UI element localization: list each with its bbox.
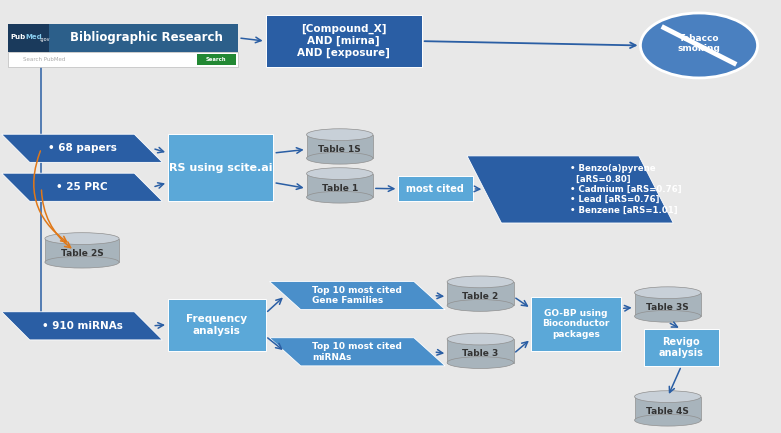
Ellipse shape [447,276,514,288]
Ellipse shape [306,191,373,203]
Text: Table 2S: Table 2S [61,249,103,258]
Bar [634,397,701,420]
Text: Table 2: Table 2 [462,292,498,301]
Ellipse shape [447,357,514,368]
Ellipse shape [634,414,701,426]
Text: Table 3S: Table 3S [647,303,689,312]
Text: [Compound_X]
AND [mirna]
AND [exposure]: [Compound_X] AND [mirna] AND [exposure] [298,24,390,58]
Bar [168,299,266,351]
Bar [447,339,513,362]
Bar [447,282,513,305]
Ellipse shape [306,152,373,164]
Text: Table 4S: Table 4S [647,407,689,416]
Text: Frequency
analysis: Frequency analysis [186,314,248,336]
Ellipse shape [306,168,373,180]
Text: Tobacco
smoking: Tobacco smoking [678,34,720,53]
Text: Top 10 most cited
miRNAs: Top 10 most cited miRNAs [312,342,402,362]
Bar [8,52,238,67]
Polygon shape [2,134,162,162]
Text: Table 3: Table 3 [462,349,498,358]
Ellipse shape [306,129,373,141]
Text: GO-BP using
Bioconductor
packages: GO-BP using Bioconductor packages [542,309,610,339]
Bar [634,293,701,316]
Text: • 910 miRNAs: • 910 miRNAs [41,321,123,331]
Ellipse shape [45,256,119,268]
Ellipse shape [634,310,701,322]
Text: Med: Med [25,34,41,40]
Bar [168,134,273,201]
Text: • 68 papers: • 68 papers [48,143,116,153]
Circle shape [640,13,758,78]
Text: most cited: most cited [406,184,465,194]
Text: • Benzo(a)pyrene
  [aRS=0.80]
• Cadmium [aRS=0.76]
• Lead [aRS=0.76]
• Benzene [: • Benzo(a)pyrene [aRS=0.80] • Cadmium [a… [570,164,682,215]
Bar [8,24,238,52]
Text: Revigo
analysis: Revigo analysis [659,337,704,358]
Text: Table 1S: Table 1S [319,145,361,154]
Polygon shape [2,312,162,340]
Polygon shape [269,338,445,366]
Ellipse shape [634,287,701,299]
Polygon shape [467,156,673,223]
Bar [531,297,621,351]
Bar [197,54,236,65]
Bar [266,15,422,67]
Bar [306,135,373,158]
Ellipse shape [447,300,514,311]
Text: • 25 PRC: • 25 PRC [56,182,108,192]
Text: Table 1: Table 1 [322,184,358,193]
Bar [45,239,119,262]
Text: RS using scite.ai: RS using scite.ai [169,163,273,173]
Bar [398,176,473,201]
Ellipse shape [45,233,119,245]
Polygon shape [2,173,162,201]
Text: Bibliographic Research: Bibliographic Research [70,31,223,44]
Polygon shape [269,281,445,310]
Ellipse shape [634,391,701,403]
Text: .gov: .gov [39,37,49,42]
Text: Top 10 most cited
Gene Families: Top 10 most cited Gene Families [312,286,402,305]
Text: Search: Search [206,57,226,62]
Text: Search PubMed: Search PubMed [23,57,66,62]
Bar [306,174,373,197]
Bar [644,329,719,366]
Bar [8,24,49,52]
Text: Pub: Pub [10,34,26,40]
Ellipse shape [447,333,514,345]
